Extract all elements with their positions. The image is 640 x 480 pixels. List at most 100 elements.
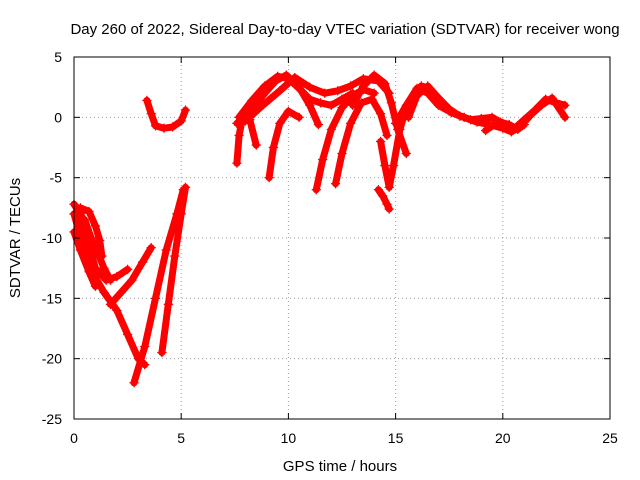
- y-tick-label: -15: [42, 290, 62, 306]
- data-point-marker: [388, 160, 399, 171]
- y-tick-label: -5: [50, 170, 63, 186]
- chart-title: Day 260 of 2022, Sidereal Day-to-day VTE…: [70, 21, 619, 38]
- data-point-marker: [90, 221, 101, 231]
- data-point-marker: [146, 242, 156, 253]
- series-line: [70, 228, 99, 290]
- y-tick-label: 5: [54, 49, 62, 65]
- data-point-marker: [356, 98, 366, 108]
- data-point-marker: [129, 378, 139, 388]
- data-point-marker: [560, 100, 570, 110]
- data-point-marker: [275, 86, 285, 96]
- data-point-marker: [234, 112, 244, 123]
- data-point-marker: [433, 95, 444, 106]
- y-tick-labels: -25 -20 -15 -10 -5 0 5: [42, 49, 62, 427]
- data-point-marker: [257, 100, 268, 110]
- data-point-marker: [146, 109, 156, 119]
- y-tick-label: -20: [42, 351, 62, 367]
- series-arc-12: [234, 71, 358, 123]
- data-point-marker: [412, 90, 422, 101]
- data-point-marker: [333, 86, 343, 96]
- data-point-marker: [384, 182, 394, 193]
- series-line: [130, 186, 187, 387]
- data-point-marker: [75, 203, 86, 213]
- data-point-marker: [337, 102, 347, 113]
- data-point-marker: [97, 251, 107, 261]
- data-point-marker: [157, 347, 167, 358]
- data-point-marker: [105, 299, 116, 310]
- series-arc-16: [330, 94, 392, 189]
- x-axis-title: GPS time / hours: [283, 458, 397, 475]
- data-point-marker: [446, 107, 457, 118]
- data-point-marker: [472, 117, 482, 127]
- data-point-marker: [232, 158, 242, 168]
- data-point-marker: [268, 142, 279, 153]
- data-point-marker: [384, 204, 394, 214]
- data-point-marker: [90, 281, 101, 291]
- data-point-marker: [403, 112, 414, 123]
- y-tick-label: -10: [42, 230, 62, 246]
- data-point-marker: [116, 287, 126, 297]
- data-series: [69, 70, 570, 388]
- axis-ticks: [73, 56, 611, 420]
- data-point-marker: [99, 263, 109, 273]
- x-tick-label: 25: [602, 430, 618, 446]
- data-point-marker: [84, 267, 94, 277]
- data-point-marker: [264, 172, 274, 183]
- data-point-marker: [380, 78, 390, 89]
- data-point-marker: [272, 71, 283, 82]
- data-point-marker: [495, 117, 506, 127]
- data-point-marker: [163, 299, 174, 310]
- series-arc-3: [73, 209, 116, 285]
- data-point-marker: [378, 191, 388, 201]
- data-point-marker: [480, 125, 491, 136]
- data-point-marker: [345, 81, 356, 91]
- data-point-marker: [234, 130, 244, 141]
- data-point-marker: [112, 271, 122, 282]
- data-point-marker: [142, 95, 152, 106]
- x-tick-label: 0: [70, 430, 78, 446]
- data-point-marker: [176, 209, 186, 219]
- data-point-marker: [137, 257, 148, 267]
- data-point-marker: [95, 235, 105, 246]
- data-point-marker: [290, 72, 300, 83]
- data-point-marker: [112, 305, 122, 316]
- data-point-marker: [375, 136, 386, 147]
- data-point-marker: [375, 109, 386, 119]
- series-line: [74, 210, 114, 284]
- data-point-marker: [251, 140, 261, 150]
- data-point-marker: [80, 215, 90, 225]
- data-point-marker: [348, 100, 358, 110]
- data-point-marker: [180, 182, 191, 193]
- data-point-marker: [373, 185, 384, 195]
- data-point-marker: [315, 98, 326, 108]
- data-point-marker: [105, 275, 116, 285]
- data-point-marker: [326, 100, 336, 110]
- data-point-marker: [390, 118, 401, 129]
- data-point-marker: [75, 245, 86, 255]
- series-line: [374, 186, 393, 213]
- data-point-marker: [127, 275, 137, 285]
- data-point-marker: [358, 81, 369, 91]
- data-point-marker: [386, 98, 397, 108]
- data-point-marker: [401, 148, 412, 159]
- data-point-marker: [504, 119, 514, 130]
- data-point-marker: [170, 251, 180, 261]
- series-line: [482, 118, 528, 135]
- data-point-marker: [275, 118, 285, 129]
- data-point-marker: [150, 121, 161, 131]
- series-arc-6: [105, 242, 156, 310]
- data-point-marker: [536, 100, 547, 110]
- data-point-marker: [547, 93, 557, 103]
- data-point-marker: [260, 81, 270, 91]
- data-point-marker: [401, 100, 412, 110]
- data-point-marker: [525, 110, 536, 120]
- x-tick-labels: 0 5 10 15 20 25: [70, 430, 618, 446]
- series-arc-4: [75, 203, 107, 261]
- series-arc-13: [264, 106, 304, 183]
- series-arc-18: [373, 185, 394, 214]
- data-point-marker: [318, 154, 328, 165]
- data-point-marker: [330, 179, 341, 189]
- data-point-marker: [423, 81, 433, 91]
- data-point-marker: [380, 160, 390, 171]
